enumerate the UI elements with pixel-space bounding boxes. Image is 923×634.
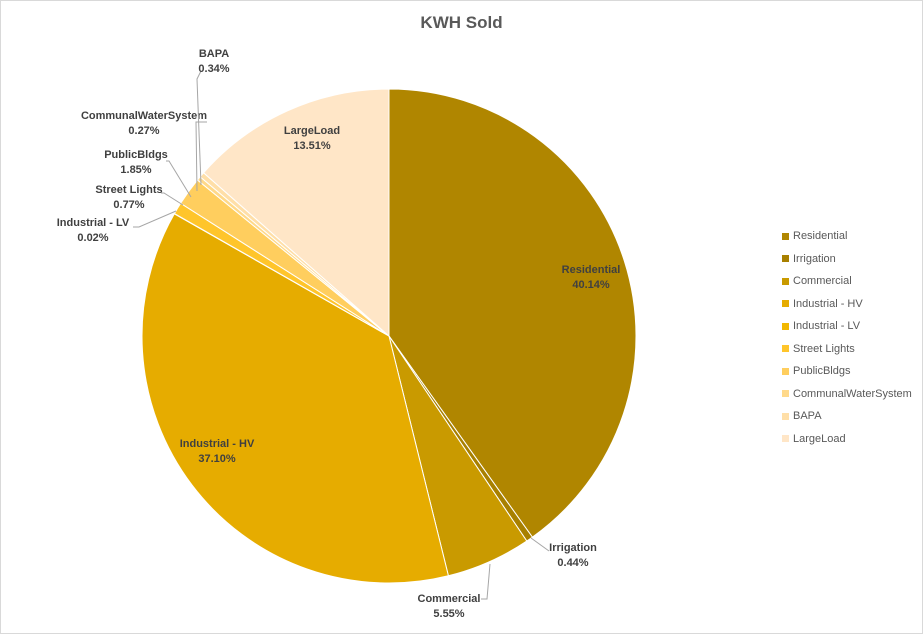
leader-line-irrigation [530, 537, 550, 552]
data-label-value-communalwatersystem: 0.27% [128, 125, 159, 137]
legend: Residential Irrigation Commercial Industria… [782, 225, 912, 450]
data-label-name-publicbldgs: PublicBldgs [104, 149, 168, 161]
legend-label: BAPA [793, 410, 822, 423]
pie-slice-industrial-hv [141, 213, 450, 584]
legend-item-largeload: LargeLoad [782, 428, 912, 451]
chart-title: KWH Sold [420, 13, 503, 32]
legend-item-commercial: Commercial [782, 270, 912, 293]
legend-label: PublicBldgs [793, 365, 851, 378]
data-label-value-publicbldgs: 1.85% [120, 164, 151, 176]
leader-line-publicbldgs [166, 160, 192, 198]
data-label-name-largeload: LargeLoad [284, 125, 340, 137]
leader-line-industrial-lv [133, 210, 177, 228]
data-label-name-residential: Residential [562, 264, 621, 276]
legend-label: Irrigation [793, 252, 836, 265]
legend-item-street-lights: Street Lights [782, 338, 912, 361]
legend-swatch [782, 322, 789, 330]
legend-item-residential: Residential [782, 225, 912, 248]
legend-label: Commercial [793, 275, 852, 288]
data-label-value-bapa: 0.34% [198, 63, 229, 75]
data-label-name-industrial-lv: Industrial - LV [57, 217, 130, 229]
legend-item-industrial-hv: Industrial - HV [782, 293, 912, 316]
legend-swatch [782, 232, 789, 240]
data-label-value-irrigation: 0.44% [557, 557, 588, 569]
legend-swatch [782, 390, 789, 398]
legend-label: CommunalWaterSystem [793, 387, 912, 400]
legend-label: LargeLoad [793, 432, 846, 445]
legend-item-bapa: BAPA [782, 405, 912, 428]
legend-label: Industrial - LV [793, 320, 861, 333]
leader-line-communalwatersystem [195, 121, 207, 192]
data-label-value-industrial-lv: 0.02% [77, 232, 108, 244]
legend-label: Street Lights [793, 342, 855, 355]
leader-line-commercial [481, 563, 491, 600]
legend-swatch [782, 367, 789, 375]
data-label-value-industrial-hv: 37.10% [198, 453, 236, 465]
data-label-name-street-lights: Street Lights [95, 184, 162, 196]
legend-swatch [782, 435, 789, 443]
leader-line-bapa [196, 70, 202, 186]
data-label-name-bapa: BAPA [199, 48, 229, 60]
legend-label: Residential [793, 230, 848, 243]
legend-swatch [782, 277, 789, 285]
legend-swatch [782, 300, 789, 308]
data-label-name-irrigation: Irrigation [549, 542, 597, 554]
legend-item-irrigation: Irrigation [782, 248, 912, 271]
leader-line-street-lights [161, 192, 184, 206]
data-label-name-commercial: Commercial [418, 593, 481, 605]
legend-item-industrial-lv: Industrial - LV [782, 315, 912, 338]
legend-swatch [782, 255, 789, 263]
data-label-value-largeload: 13.51% [293, 140, 331, 152]
legend-item-publicbldgs: PublicBldgs [782, 360, 912, 383]
pie-slice-residential [388, 88, 637, 538]
data-label-name-industrial-hv: Industrial - HV [180, 438, 255, 450]
pie-slice-largeload [202, 88, 390, 338]
legend-swatch [782, 345, 789, 353]
legend-label: Industrial - HV [793, 297, 863, 310]
legend-item-communalwatersystem: CommunalWaterSystem [782, 383, 912, 406]
data-label-name-communalwatersystem: CommunalWaterSystem [81, 110, 207, 122]
data-label-value-residential: 40.14% [572, 279, 610, 291]
data-label-value-commercial: 5.55% [433, 608, 464, 620]
legend-swatch [782, 412, 789, 420]
data-label-value-street-lights: 0.77% [113, 199, 144, 211]
